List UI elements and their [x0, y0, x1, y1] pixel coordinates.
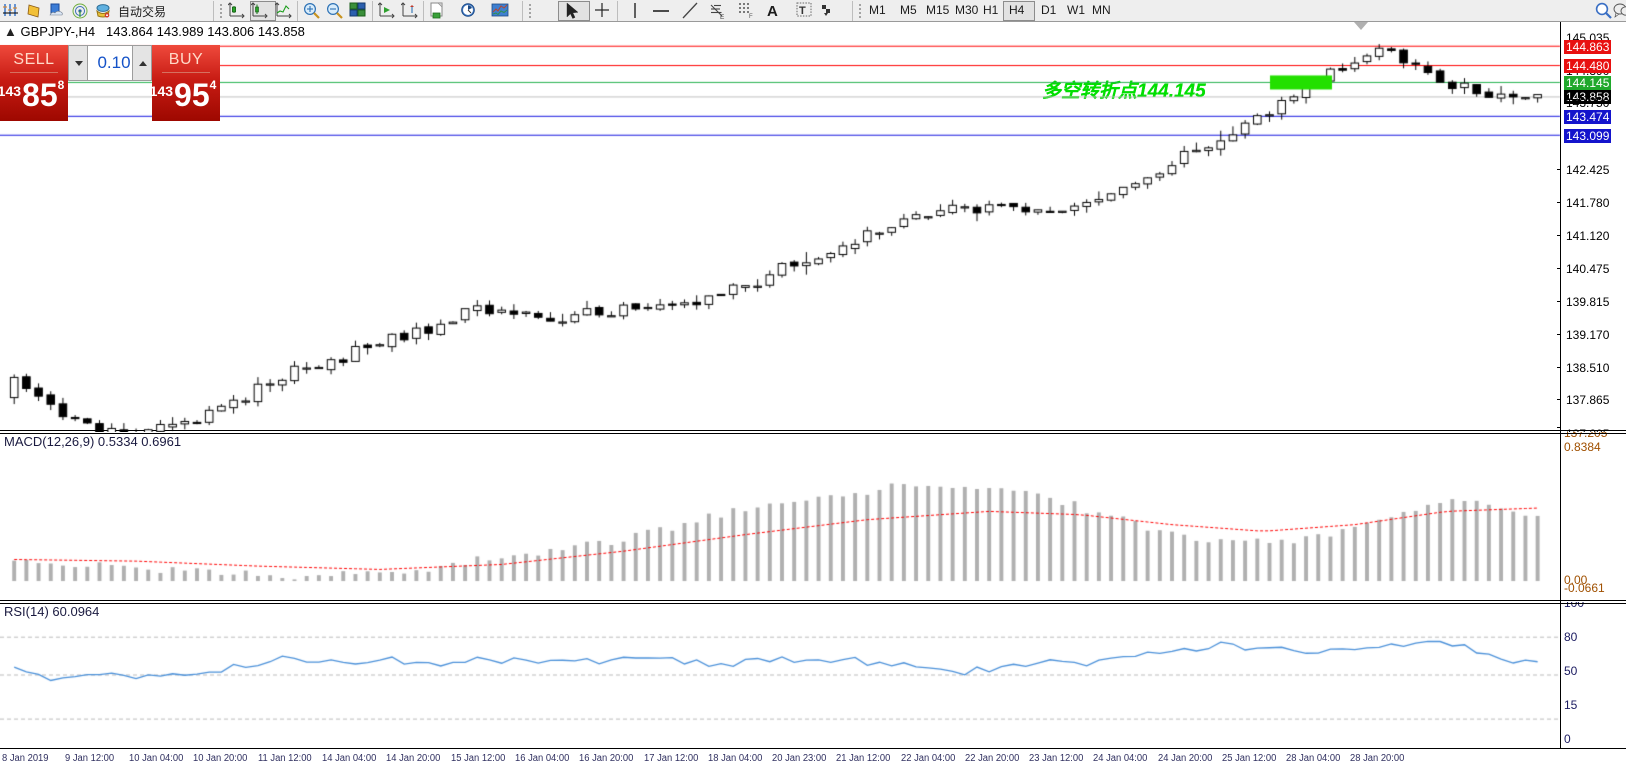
svg-text:T: T: [799, 5, 806, 17]
svg-text:F: F: [749, 14, 753, 20]
svg-text:E: E: [720, 14, 725, 20]
